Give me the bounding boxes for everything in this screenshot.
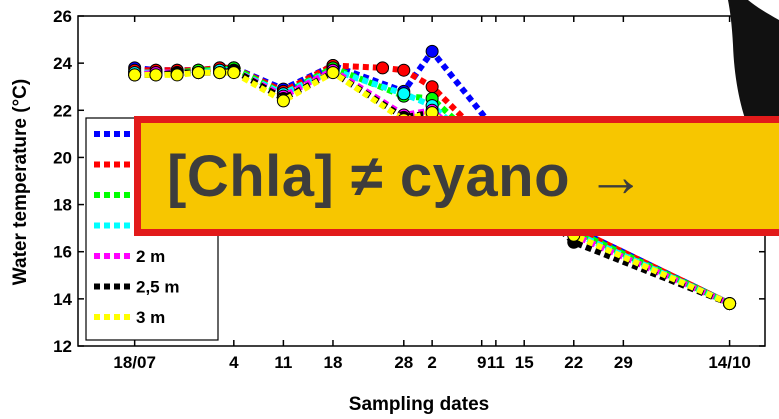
legend-label: 3 m	[136, 308, 165, 327]
data-point	[149, 68, 163, 82]
data-point	[227, 66, 241, 80]
data-point	[397, 87, 411, 101]
x-tick-label: 18/07	[113, 353, 156, 372]
y-tick-label: 24	[53, 54, 72, 73]
y-tick-label: 26	[53, 7, 72, 26]
data-point	[425, 44, 439, 58]
y-tick-label: 12	[53, 337, 72, 356]
legend-label: 2,5 m	[136, 278, 179, 297]
y-tick-label: 14	[53, 290, 72, 309]
series-line	[134, 46, 731, 307]
data-point	[213, 66, 227, 80]
data-point	[397, 63, 411, 77]
data-point	[276, 94, 290, 108]
x-tick-label: 2	[427, 353, 436, 372]
x-tick-label: 9	[477, 353, 486, 372]
legend-label: 2 m	[136, 247, 165, 266]
x-tick-label: 11	[274, 353, 292, 372]
data-point	[376, 61, 390, 75]
annotation-banner: [Chla] ≠ cyano →	[134, 116, 779, 236]
y-tick-label: 18	[53, 196, 72, 215]
x-tick-label: 4	[229, 353, 239, 372]
data-point	[326, 66, 340, 80]
data-point	[128, 68, 142, 82]
x-tick-label: 15	[515, 353, 534, 372]
data-point	[191, 66, 205, 80]
x-tick-label: 28	[394, 353, 413, 372]
x-tick-label: 11	[487, 353, 505, 372]
y-axis-title: Water temperature (°C)	[10, 79, 31, 285]
x-tick-label: 14/10	[708, 353, 751, 372]
data-point	[723, 297, 737, 311]
x-tick-label: 29	[614, 353, 633, 372]
x-axis-title: Sampling dates	[349, 394, 489, 415]
data-point	[170, 68, 184, 82]
y-tick-label: 20	[53, 148, 72, 167]
x-tick-label: 22	[564, 353, 583, 372]
y-tick-label: 22	[53, 101, 72, 120]
y-tick-label: 16	[53, 243, 72, 262]
banner-text: [Chla] ≠ cyano →	[167, 143, 646, 209]
x-tick-label: 18	[324, 353, 343, 372]
